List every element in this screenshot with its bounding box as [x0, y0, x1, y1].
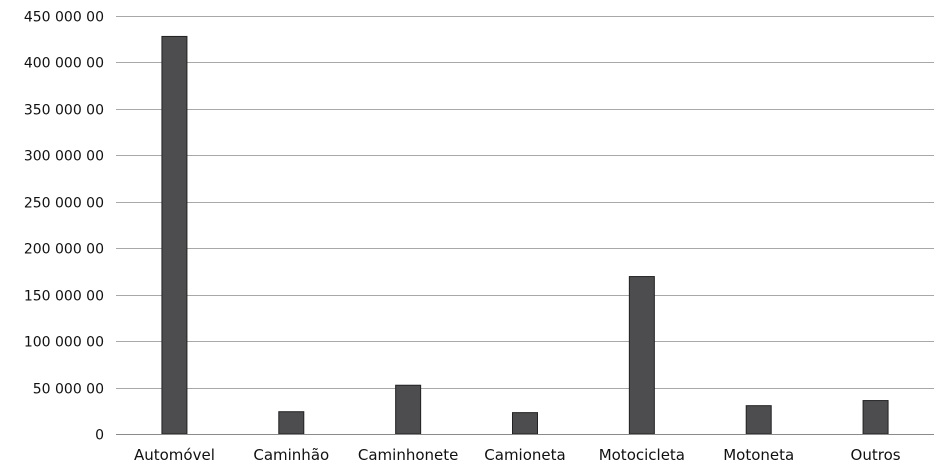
bar-0	[161, 35, 188, 435]
x-category-label: Motocicleta	[599, 446, 685, 464]
y-tick-label: 50 000 00	[33, 382, 104, 398]
y-tick-label: 0	[95, 428, 104, 444]
x-category-label: Outros	[851, 446, 901, 464]
x-category-label: Caminhão	[253, 446, 329, 464]
y-tick-label: 200 000 00	[24, 242, 104, 258]
y-tick-label: 300 000 00	[24, 149, 104, 165]
y-tick-label: 450 000 00	[24, 10, 104, 26]
x-category-label: Automóvel	[134, 446, 215, 464]
y-tick-label: 100 000 00	[24, 335, 104, 351]
bar-4	[628, 276, 655, 435]
bar-3	[512, 412, 538, 435]
bar-6	[862, 400, 889, 435]
x-category-label: Camioneta	[484, 446, 565, 464]
bars	[161, 35, 889, 435]
y-tick-label: 250 000 00	[24, 196, 104, 212]
y-axis-ticks: 0 50 000 00 100 000 00 150 000 00 200 000 00…	[24, 10, 104, 444]
bar-1	[278, 411, 305, 435]
x-axis-categories: Automóvel Caminhão Caminhonete Camioneta Mot…	[134, 446, 901, 464]
y-tick-label: 150 000 00	[24, 289, 104, 305]
y-tick-label: 350 000 00	[24, 103, 104, 119]
x-category-label: Caminhonete	[358, 446, 458, 464]
bar-2	[395, 384, 422, 435]
bar-5	[745, 405, 772, 435]
y-tick-label: 400 000 00	[24, 56, 104, 72]
gridlines	[116, 16, 934, 389]
x-category-label: Motoneta	[723, 446, 794, 464]
